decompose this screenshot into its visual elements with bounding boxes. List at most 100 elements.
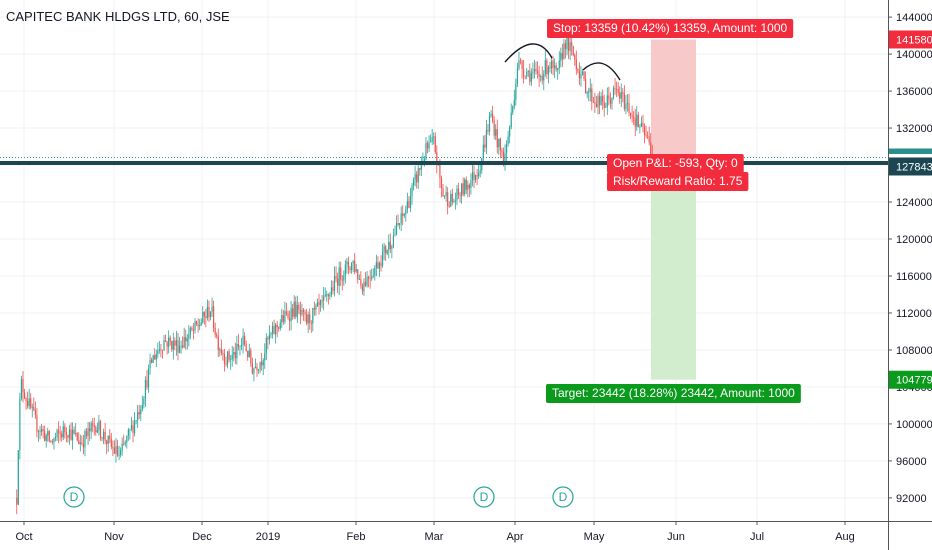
candle-body <box>578 70 581 79</box>
candle-body <box>48 431 50 441</box>
dividend-marker[interactable]: D <box>63 486 85 508</box>
dividend-marker[interactable]: D <box>552 486 574 508</box>
y-tick-label[interactable]: 100000 <box>896 419 932 431</box>
target-label[interactable]: Target: 23442 (18.28%) 23442, Amount: 10… <box>546 384 801 403</box>
candle-body <box>168 337 170 347</box>
candle-body <box>392 235 395 247</box>
candle-body <box>532 72 534 74</box>
right-shoulder-arc[interactable] <box>582 62 621 81</box>
candle-body <box>375 261 377 269</box>
candle-body <box>496 129 498 148</box>
y-tick-label[interactable]: 144000 <box>896 12 932 24</box>
candle-body <box>566 36 568 50</box>
candle-body <box>595 103 598 108</box>
y-tick-label[interactable]: 140000 <box>896 49 932 61</box>
candle-body <box>293 301 295 317</box>
stop-label-bg <box>547 19 794 38</box>
stop-label[interactable]: Stop: 13359 (10.42%) 13359, Amount: 1000 <box>547 19 794 38</box>
level-price-tag-text: 127843 <box>896 161 932 173</box>
candle-body <box>79 442 81 445</box>
drawings[interactable] <box>504 43 621 81</box>
y-tick-label[interactable]: 136000 <box>896 86 932 98</box>
dividend-marker[interactable]: D <box>473 486 495 508</box>
candle-body <box>208 306 210 318</box>
x-tick-label[interactable]: Jul <box>750 531 764 543</box>
candle-body <box>547 66 550 75</box>
candle-body <box>261 362 263 366</box>
y-tick-label[interactable]: 108000 <box>896 345 932 357</box>
candle-body <box>608 95 610 99</box>
open-pl-label[interactable]: Open P&L: -593, Qty: 0 <box>607 154 744 173</box>
y-tick-label[interactable]: 120000 <box>896 234 932 246</box>
y-tick-label[interactable]: 112000 <box>896 308 932 320</box>
candle-body <box>372 275 374 277</box>
candle-body <box>318 302 320 306</box>
candle-body <box>56 430 58 437</box>
candle-body <box>301 309 303 315</box>
position-box[interactable] <box>651 39 696 380</box>
candle-body <box>629 113 632 116</box>
y-tick-label[interactable]: 116000 <box>896 271 932 283</box>
candle-body <box>563 43 565 60</box>
candle-body <box>70 429 72 441</box>
candle-body <box>271 325 274 334</box>
candle-body <box>529 70 531 82</box>
open-pl-label-text: Open P&L: -593, Qty: 0 <box>613 156 738 170</box>
x-tick-label[interactable]: Nov <box>104 531 124 543</box>
trade-labels[interactable]: Stop: 13359 (10.42%) 13359, Amount: 1000… <box>546 19 801 403</box>
candle-body <box>357 269 359 280</box>
x-tick-label[interactable]: May <box>584 531 605 543</box>
candle-body <box>626 102 629 104</box>
candle-body <box>92 423 94 426</box>
candle-body <box>611 97 613 104</box>
dividend-circle <box>473 486 495 508</box>
y-tick-label[interactable]: 132000 <box>896 123 932 135</box>
level-price-tag-bg <box>889 157 932 176</box>
candle-body <box>126 435 128 443</box>
candle-body <box>380 263 382 266</box>
candle-body <box>127 429 129 436</box>
candle-body <box>180 345 182 347</box>
x-tick-label[interactable]: Dec <box>192 531 212 543</box>
x-tick-label[interactable]: Feb <box>347 531 366 543</box>
candle-body <box>552 60 554 68</box>
candle-body <box>544 60 546 74</box>
target-price-tag[interactable]: 104779 <box>889 370 932 389</box>
candle-body <box>550 60 553 69</box>
candle-body <box>465 179 467 190</box>
left-shoulder-arc[interactable] <box>504 43 553 63</box>
candle-body <box>510 112 512 128</box>
candle-body <box>478 172 480 177</box>
candle-body <box>499 138 501 151</box>
stop-price-tag[interactable]: 141580 <box>889 30 932 49</box>
x-tick-label[interactable]: Mar <box>425 531 444 543</box>
candle-body <box>631 115 633 118</box>
x-tick-label[interactable]: Oct <box>15 531 32 543</box>
candle-body <box>202 311 204 323</box>
candle-body <box>234 352 236 359</box>
x-tick-label[interactable]: Aug <box>835 531 855 543</box>
candle-body <box>504 153 506 165</box>
stop-zone[interactable] <box>651 39 696 163</box>
y-tick-label[interactable]: 92000 <box>896 493 927 505</box>
candle-body <box>347 261 350 269</box>
candle-body <box>158 349 160 351</box>
y-tick-label[interactable]: 124000 <box>896 197 932 209</box>
x-tick-label[interactable]: Apr <box>506 531 523 543</box>
candle-body <box>470 180 472 189</box>
candle-body <box>484 144 486 148</box>
x-tick-label[interactable]: 2019 <box>256 531 280 543</box>
level-price-tag[interactable]: 127843 <box>889 157 932 176</box>
candle-body <box>399 223 401 225</box>
candle-body <box>313 308 315 310</box>
candle-body <box>492 113 494 121</box>
risk-reward-label[interactable]: Risk/Reward Ratio: 1.75 <box>607 172 749 191</box>
x-tick-label[interactable]: Jun <box>667 531 685 543</box>
target-zone[interactable] <box>651 162 696 380</box>
candle-body <box>275 324 277 335</box>
y-tick-label[interactable]: 96000 <box>896 456 927 468</box>
